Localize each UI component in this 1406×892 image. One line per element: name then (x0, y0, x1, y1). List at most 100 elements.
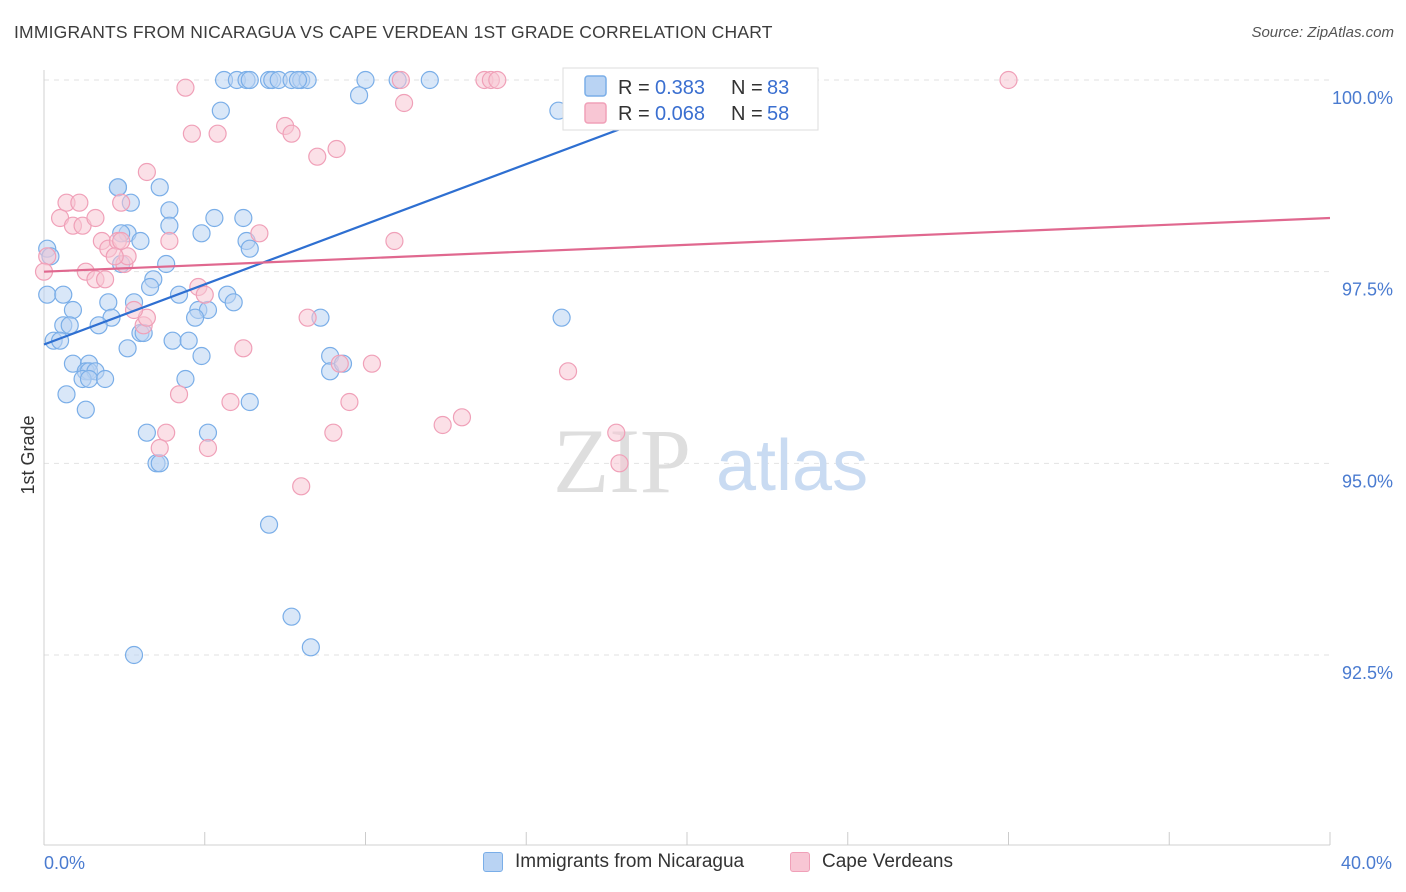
point-cape-verdean (182, 124, 201, 143)
point-nicaragua (150, 178, 169, 197)
point-nicaragua (259, 515, 279, 534)
point-cape-verdean (308, 147, 327, 166)
point-nicaragua (211, 101, 230, 120)
point-nicaragua (192, 346, 211, 366)
legend-swatch-cape-verdeans (584, 102, 607, 124)
legend-swatch-cape-verdeans-bottom (790, 852, 810, 872)
point-cape-verdean (385, 231, 404, 251)
point-cape-verdean (195, 285, 214, 304)
point-nicaragua (140, 277, 160, 297)
point-cape-verdean (157, 423, 176, 442)
y-tick-label: 97.5% (1342, 280, 1393, 300)
point-cape-verdean (330, 354, 349, 373)
point-cape-verdean (105, 247, 124, 266)
point-cape-verdean (112, 193, 131, 212)
point-nicaragua (60, 316, 79, 335)
point-cape-verdean (292, 477, 311, 496)
point-cape-verdean (488, 70, 507, 90)
point-cape-verdean (198, 438, 218, 458)
point-nicaragua (118, 339, 137, 358)
legend-item-nicaragua[interactable]: Immigrants from Nicaragua (483, 851, 744, 873)
point-nicaragua (356, 70, 375, 90)
gridlines (44, 79, 1330, 656)
legend-r-label-1: R = (618, 77, 650, 99)
point-nicaragua (301, 638, 320, 657)
series-nicaragua-points (38, 70, 738, 665)
point-cape-verdean (86, 208, 105, 228)
point-nicaragua (108, 178, 128, 197)
point-nicaragua (420, 70, 439, 90)
y-tick-labels: 92.5% 95.0% 97.5% 100.0% (1332, 88, 1393, 683)
point-cape-verdean (169, 385, 189, 404)
legend-swatch-nicaragua (584, 75, 607, 97)
y-tick-label: 100.0% (1332, 88, 1393, 108)
point-cape-verdean (95, 270, 115, 289)
point-nicaragua (63, 300, 83, 320)
watermark: ZIP atlas (553, 410, 868, 512)
point-cape-verdean (558, 362, 578, 381)
point-nicaragua (240, 392, 259, 412)
point-nicaragua (552, 308, 571, 327)
trend-line-cape-verdeans (43, 216, 1331, 273)
legend-item-cape-verdeans[interactable]: Cape Verdeans (790, 851, 953, 873)
point-nicaragua (198, 423, 218, 442)
point-cape-verdean (324, 423, 343, 442)
point-cape-verdean (70, 193, 89, 212)
point-nicaragua (163, 331, 182, 350)
point-cape-verdean (282, 124, 301, 143)
point-cape-verdean (362, 354, 382, 373)
point-nicaragua (38, 285, 57, 304)
point-cape-verdean (452, 408, 472, 427)
point-cape-verdean (327, 139, 346, 159)
series-cape-verdeans-points (34, 70, 1018, 496)
point-nicaragua (282, 607, 301, 626)
point-nicaragua (54, 285, 73, 304)
point-nicaragua (160, 201, 179, 220)
point-cape-verdean (176, 78, 195, 97)
point-nicaragua (179, 331, 198, 350)
point-nicaragua (240, 70, 259, 90)
point-nicaragua (137, 423, 156, 442)
point-nicaragua (186, 308, 205, 327)
point-nicaragua (99, 293, 118, 312)
legend-n-label-1: N = (731, 77, 763, 99)
y-tick-label: 92.5% (1342, 663, 1393, 683)
point-nicaragua (89, 316, 108, 335)
point-nicaragua (95, 369, 115, 389)
point-cape-verdean (391, 70, 410, 90)
point-cape-verdean (38, 247, 57, 266)
point-nicaragua (76, 400, 95, 419)
y-tick-label: 95.0% (1342, 471, 1393, 491)
point-nicaragua (57, 385, 76, 404)
legend-n-value-2: 58 (767, 103, 789, 125)
point-cape-verdean (112, 231, 131, 251)
legend-label-nicaragua: Immigrants from Nicaragua (515, 851, 745, 872)
legend-n-label-2: N = (731, 103, 763, 125)
point-nicaragua (240, 239, 259, 258)
point-cape-verdean (208, 124, 227, 143)
chart-title: IMMIGRANTS FROM NICARAGUA VS CAPE VERDEA… (14, 22, 773, 42)
legend-r-value-1: 0.383 (655, 77, 705, 99)
source-attribution: Source: ZipAtlas.com (1251, 24, 1394, 41)
point-nicaragua (176, 369, 195, 389)
point-nicaragua (157, 254, 176, 274)
correlation-legend: R = 0.383 N = 83 R = 0.068 N = 58 (562, 67, 819, 131)
point-nicaragua (160, 216, 179, 235)
point-nicaragua (224, 293, 243, 312)
point-cape-verdean (610, 454, 629, 473)
point-nicaragua (131, 231, 150, 251)
watermark-atlas: atlas (716, 426, 868, 506)
point-cape-verdean (150, 438, 169, 458)
point-cape-verdean (394, 93, 414, 113)
point-nicaragua (79, 369, 99, 389)
point-cape-verdean (433, 415, 452, 435)
point-cape-verdean (340, 392, 359, 412)
point-cape-verdean (160, 231, 179, 251)
point-nicaragua (234, 208, 253, 228)
x-tick-label-max: 40.0% (1341, 853, 1392, 873)
point-cape-verdean (607, 423, 626, 442)
point-nicaragua (192, 224, 211, 243)
series-legend: Immigrants from Nicaragua Cape Verdeans (0, 851, 1406, 879)
legend-n-value-1: 83 (767, 77, 789, 99)
x-tick-label-min: 0.0% (44, 853, 85, 873)
